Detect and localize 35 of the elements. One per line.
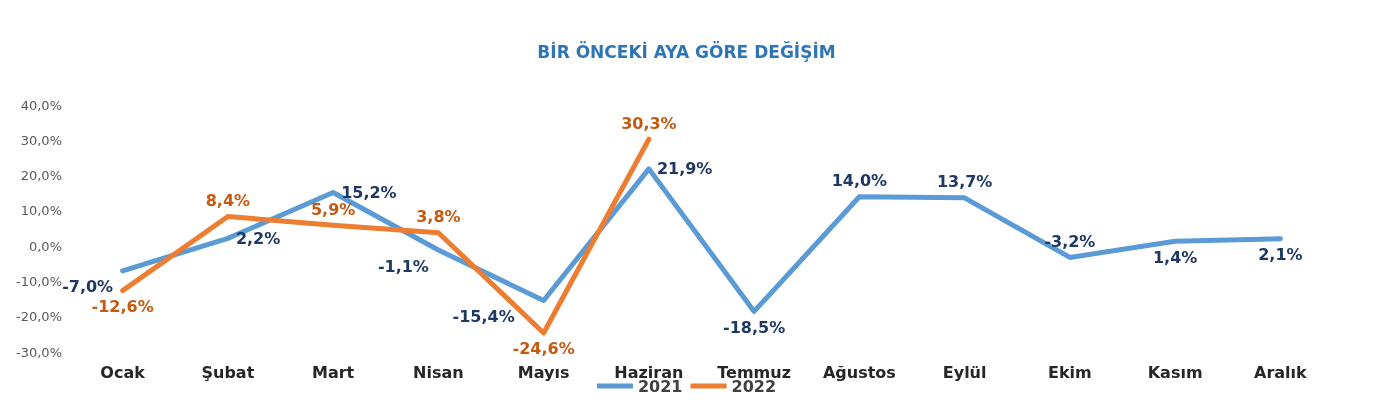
data-label: 8,4%: [205, 191, 251, 210]
y-tick-label: 20,0%: [20, 168, 62, 184]
x-tick-label: Mart: [311, 362, 355, 382]
data-label: -3,2%: [1044, 231, 1096, 251]
data-label: -18,5%: [723, 317, 786, 337]
y-tick-label: -30,0%: [16, 344, 62, 360]
y-tick-label: -20,0%: [16, 309, 62, 325]
data-label: 14,0%: [831, 171, 888, 191]
y-tick-label: -10,0%: [16, 273, 62, 289]
x-tick-label: Nisan: [413, 362, 464, 382]
x-tick-label: Şubat: [201, 362, 255, 382]
data-label: 2,2%: [235, 228, 281, 248]
data-label: -7,0%: [62, 277, 114, 297]
x-tick-label: Mayıs: [517, 362, 570, 382]
y-tick-label: 40,0%: [20, 97, 62, 113]
data-label: 21,9%: [656, 159, 713, 179]
data-label: -15,4%: [452, 306, 515, 326]
data-label: 2,1%: [1258, 245, 1303, 265]
data-label: 30,3%: [621, 113, 677, 133]
x-tick-label: Eylül: [942, 362, 987, 382]
x-tick-label: Ağustos: [822, 362, 896, 382]
x-tick-label: Kasım: [1147, 362, 1203, 382]
data-label: 3,8%: [416, 207, 461, 227]
data-label: 1,4%: [1152, 247, 1198, 267]
data-label: 13,7%: [936, 172, 993, 192]
y-tick-label: 0,0%: [28, 238, 62, 254]
y-tick-label: 10,0%: [20, 203, 62, 219]
data-label: -1,1%: [377, 256, 429, 276]
x-tick-label: Ekim: [1048, 362, 1092, 382]
chart-title: BİR ÖNCEKİ AYA GÖRE DEĞİŞİM: [537, 40, 836, 62]
data-label: -12,6%: [91, 297, 154, 317]
x-tick-label: Ocak: [100, 362, 146, 382]
data-label: -24,6%: [512, 339, 575, 359]
y-tick-label: 30,0%: [20, 132, 62, 148]
x-tick-label: Aralık: [1254, 362, 1308, 382]
